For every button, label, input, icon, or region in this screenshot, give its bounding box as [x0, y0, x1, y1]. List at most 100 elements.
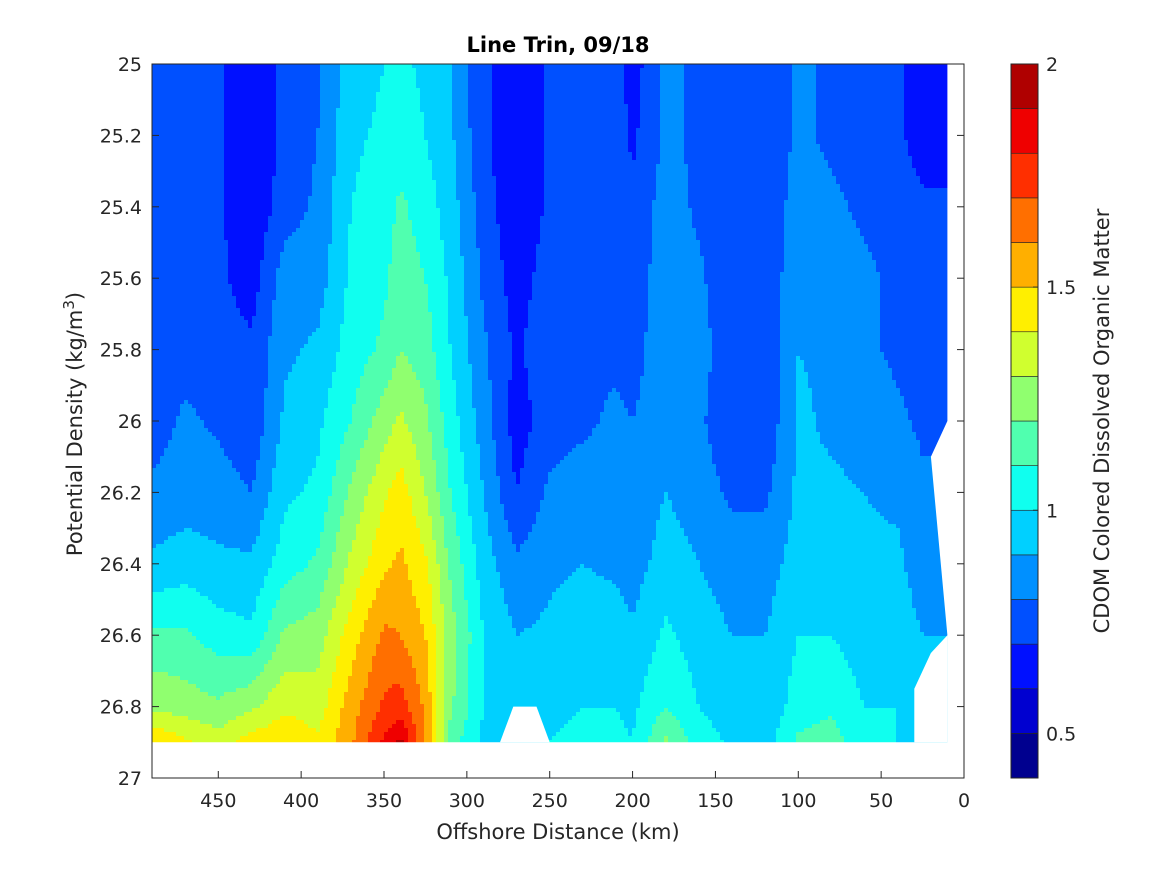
contour-cell: [796, 428, 817, 433]
contour-cell: [648, 272, 705, 277]
contour-cell: [448, 480, 465, 485]
contour-cell: [176, 416, 201, 421]
contour-cell: [328, 504, 345, 509]
contour-cell: [152, 172, 225, 177]
contour-cell: [464, 724, 481, 729]
contour-cell: [684, 76, 793, 81]
contour-cell: [600, 420, 705, 425]
contour-cell: [660, 512, 677, 517]
contour-cell: [264, 232, 293, 237]
contour-cell: [460, 436, 477, 441]
contour-cell: [392, 484, 409, 489]
contour-cell: [264, 236, 289, 241]
contour-cell: [224, 140, 277, 145]
contour-cell: [224, 216, 269, 221]
contour-cell: [456, 404, 473, 409]
contour-cell: [524, 364, 645, 369]
contour-cell: [348, 224, 393, 229]
contour-cell: [384, 624, 389, 629]
contour-cell: [816, 72, 905, 77]
contour-cell: [152, 408, 181, 413]
contour-cell: [276, 276, 329, 281]
contour-cell: [396, 196, 405, 201]
contour-cell: [316, 728, 321, 733]
contour-cell: [444, 540, 461, 545]
contour-cell: [512, 336, 525, 341]
contour-cell: [796, 644, 841, 649]
contour-cell: [376, 536, 421, 541]
contour-cell: [784, 200, 849, 205]
contour-cell: [628, 104, 641, 109]
contour-cell: [488, 520, 509, 525]
contour-cell: [540, 224, 653, 229]
contour-cell: [532, 624, 665, 629]
contour-cell: [276, 156, 317, 161]
contour-cell: [468, 504, 485, 509]
contour-cell: [380, 524, 417, 529]
contour-cell: [388, 264, 421, 269]
contour-cell: [428, 576, 441, 581]
contour-cell: [200, 720, 229, 725]
contour-cell: [348, 620, 365, 625]
contour-cell: [524, 328, 649, 333]
contour-cell: [496, 208, 545, 213]
contour-cell: [280, 420, 325, 425]
contour-cell: [256, 536, 281, 541]
contour-cell: [232, 464, 257, 469]
contour-cell: [508, 404, 533, 409]
contour-cell: [380, 700, 409, 705]
contour-cell: [432, 452, 449, 457]
contour-cell: [528, 304, 649, 309]
contour-cell: [356, 532, 377, 537]
contour-cell: [268, 344, 305, 349]
contour-cell: [816, 92, 905, 97]
contour-cell: [320, 312, 345, 317]
contour-cell: [376, 340, 433, 345]
contour-cell: [640, 588, 713, 593]
contour-cell: [460, 236, 477, 241]
contour-cell: [152, 220, 225, 225]
contour-cell: [880, 512, 964, 517]
contour-cell: [420, 616, 433, 621]
contour-cell: [316, 160, 337, 165]
contour-cell: [532, 420, 601, 425]
contour-cell: [812, 396, 905, 401]
contour-cell: [784, 260, 877, 265]
contour-cell: [448, 720, 465, 725]
contour-cell: [260, 592, 281, 597]
contour-cell: [624, 596, 641, 601]
contour-cell: [224, 452, 261, 457]
contour-cell: [776, 440, 797, 445]
contour-cell: [676, 512, 793, 517]
contour-cell: [324, 408, 353, 413]
contour-cell: [192, 404, 265, 409]
contour-cell: [648, 308, 709, 313]
contour-cell: [224, 160, 277, 165]
contour-cell: [408, 736, 417, 741]
contour-cell: [448, 484, 469, 489]
contour-cell: [384, 508, 413, 513]
contour-cell: [296, 360, 337, 365]
contour-cell: [448, 292, 465, 297]
contour-cell: [484, 684, 645, 689]
contour-cell: [152, 344, 269, 349]
contour-cell: [660, 92, 685, 97]
contour-cell: [516, 628, 525, 633]
contour-cell: [456, 156, 473, 161]
contour-cell: [420, 692, 433, 697]
contour-cell: [896, 380, 964, 385]
contour-cell: [364, 624, 385, 629]
contour-cell: [152, 428, 173, 433]
contour-cell: [708, 376, 781, 381]
contour-cell: [776, 592, 913, 597]
contour-cell: [840, 644, 964, 649]
contour-cell: [708, 584, 777, 589]
contour-cell: [152, 84, 225, 89]
contour-cell: [468, 320, 485, 325]
contour-cell: [504, 600, 549, 605]
contour-cell: [660, 120, 685, 125]
contour-cell: [152, 280, 229, 285]
contour-cell: [152, 472, 241, 477]
contour-cell: [796, 408, 813, 413]
contour-cell: [320, 320, 345, 325]
